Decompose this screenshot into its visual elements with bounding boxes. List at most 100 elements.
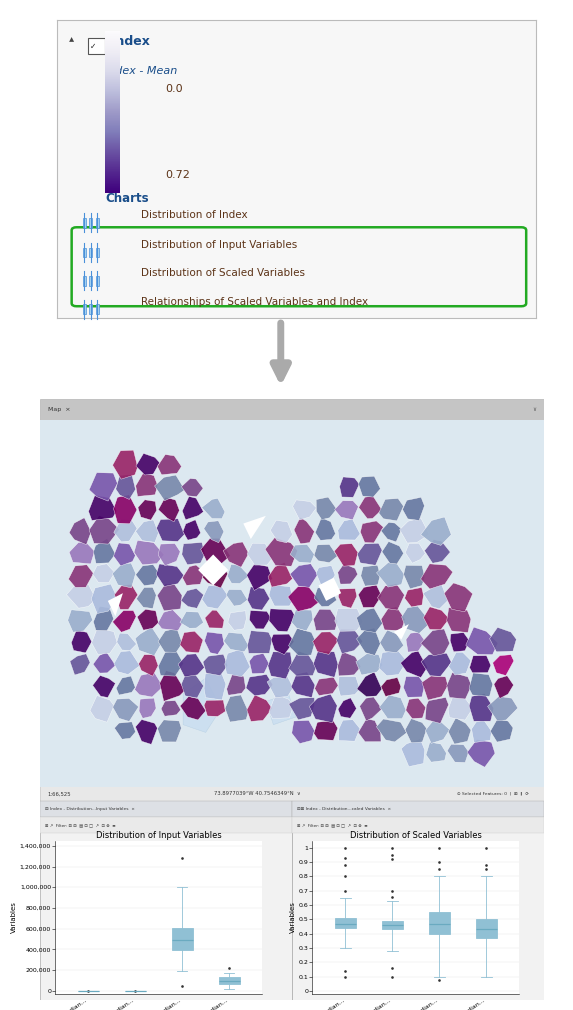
- Polygon shape: [270, 520, 293, 542]
- Polygon shape: [358, 585, 382, 607]
- Polygon shape: [425, 697, 449, 723]
- Bar: [40, 785, 544, 802]
- Polygon shape: [450, 632, 469, 651]
- Text: Distribution of Scaled Variables: Distribution of Scaled Variables: [141, 269, 305, 279]
- Polygon shape: [89, 515, 120, 544]
- Text: ⊞ ↗  Filter: ⊟ ⊟  ▤ ⊡ □  ↗  ⊡ ⊕  ≡: ⊞ ↗ Filter: ⊟ ⊟ ▤ ⊡ □ ↗ ⊡ ⊕ ≡: [297, 823, 368, 827]
- Bar: [40, 802, 292, 1000]
- Polygon shape: [182, 497, 203, 520]
- Bar: [96, 247, 99, 258]
- Polygon shape: [361, 566, 380, 586]
- Polygon shape: [269, 585, 293, 606]
- Text: 0.0: 0.0: [165, 84, 183, 94]
- Polygon shape: [406, 698, 426, 718]
- Bar: [83, 276, 86, 286]
- Title: Distribution of Scaled Variables: Distribution of Scaled Variables: [350, 831, 482, 840]
- Polygon shape: [136, 565, 159, 586]
- Polygon shape: [489, 627, 516, 651]
- Polygon shape: [198, 554, 228, 586]
- Polygon shape: [182, 565, 204, 586]
- Polygon shape: [69, 541, 95, 564]
- PathPatch shape: [171, 927, 193, 950]
- Polygon shape: [269, 694, 294, 718]
- Polygon shape: [382, 541, 403, 564]
- Polygon shape: [72, 630, 92, 652]
- Polygon shape: [139, 698, 156, 718]
- Text: Map  ×: Map ×: [48, 407, 70, 412]
- Bar: [96, 218, 99, 227]
- Polygon shape: [136, 520, 159, 542]
- Polygon shape: [381, 607, 405, 630]
- Polygon shape: [405, 543, 425, 564]
- Polygon shape: [376, 563, 405, 587]
- Text: ✓: ✓: [90, 41, 96, 51]
- Polygon shape: [89, 473, 117, 501]
- Polygon shape: [313, 609, 338, 630]
- Text: 73.8977039°W 40.7546349°N  ∨: 73.8977039°W 40.7546349°N ∨: [214, 791, 300, 796]
- Polygon shape: [161, 701, 180, 716]
- Polygon shape: [181, 589, 203, 608]
- Polygon shape: [139, 654, 158, 676]
- Polygon shape: [68, 610, 93, 632]
- Polygon shape: [265, 537, 297, 567]
- Polygon shape: [90, 696, 114, 722]
- Polygon shape: [225, 695, 248, 722]
- Polygon shape: [309, 694, 337, 723]
- Bar: [96, 304, 99, 314]
- Bar: [292, 802, 544, 1000]
- Polygon shape: [293, 500, 316, 520]
- Polygon shape: [289, 651, 316, 676]
- Polygon shape: [91, 584, 117, 613]
- Bar: [83, 247, 86, 258]
- Polygon shape: [401, 738, 425, 767]
- Polygon shape: [421, 629, 450, 655]
- Polygon shape: [316, 497, 337, 519]
- Polygon shape: [449, 652, 471, 675]
- Polygon shape: [205, 632, 224, 654]
- Polygon shape: [316, 566, 335, 585]
- Bar: [292, 801, 544, 817]
- Polygon shape: [204, 672, 226, 700]
- Title: Distribution of Input Variables: Distribution of Input Variables: [96, 831, 222, 840]
- Polygon shape: [113, 699, 139, 721]
- Polygon shape: [204, 700, 225, 716]
- Polygon shape: [136, 473, 158, 497]
- Text: 1:66,525: 1:66,525: [48, 791, 71, 796]
- Polygon shape: [380, 630, 403, 652]
- Text: 0.72: 0.72: [165, 170, 190, 180]
- Polygon shape: [246, 675, 273, 696]
- Polygon shape: [399, 518, 429, 543]
- Polygon shape: [378, 584, 405, 610]
- Polygon shape: [356, 608, 383, 632]
- Polygon shape: [113, 543, 135, 566]
- Polygon shape: [470, 655, 491, 673]
- Polygon shape: [202, 586, 227, 609]
- Polygon shape: [472, 720, 492, 742]
- Polygon shape: [160, 671, 185, 701]
- Polygon shape: [112, 563, 136, 588]
- Polygon shape: [356, 628, 380, 655]
- Bar: [88, 38, 105, 55]
- Polygon shape: [335, 608, 363, 631]
- Polygon shape: [183, 679, 221, 732]
- Polygon shape: [490, 719, 513, 742]
- Polygon shape: [379, 650, 407, 676]
- Text: Relationships of Scaled Variables and Index: Relationships of Scaled Variables and In…: [141, 297, 368, 307]
- Polygon shape: [376, 719, 407, 742]
- Polygon shape: [248, 587, 270, 610]
- Polygon shape: [494, 676, 513, 699]
- Polygon shape: [247, 564, 273, 591]
- Polygon shape: [136, 453, 160, 475]
- Polygon shape: [268, 563, 292, 587]
- Polygon shape: [112, 611, 136, 632]
- Text: Distribution of Input Variables: Distribution of Input Variables: [141, 240, 297, 250]
- Polygon shape: [244, 516, 266, 539]
- Polygon shape: [182, 542, 205, 565]
- Text: Index: Index: [112, 34, 151, 47]
- Polygon shape: [448, 744, 469, 763]
- Polygon shape: [158, 543, 180, 566]
- Polygon shape: [315, 518, 335, 540]
- Polygon shape: [467, 739, 495, 768]
- Polygon shape: [381, 522, 402, 542]
- Polygon shape: [135, 719, 158, 744]
